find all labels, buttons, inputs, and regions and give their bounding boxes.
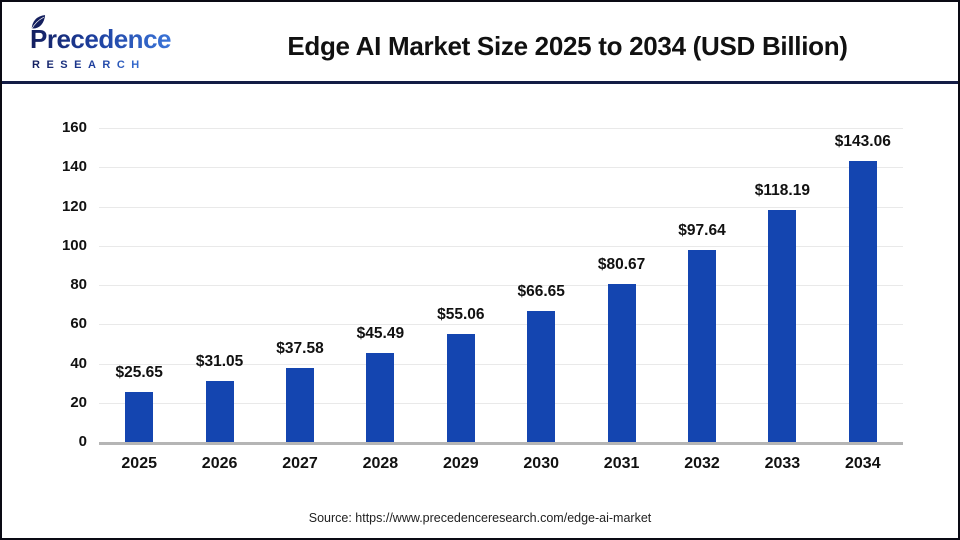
bar bbox=[848, 161, 877, 442]
gridline bbox=[99, 206, 903, 208]
bar bbox=[125, 391, 154, 442]
bar-value-label: $97.64 bbox=[678, 222, 726, 240]
bar bbox=[366, 352, 395, 442]
bar bbox=[205, 381, 234, 442]
bar-value-label: $37.58 bbox=[276, 340, 324, 358]
gridline bbox=[99, 363, 903, 365]
source-note: Source: https://www.precedenceresearch.c… bbox=[308, 511, 652, 525]
y-tick-label: 140 bbox=[61, 158, 87, 176]
y-tick-label: 80 bbox=[70, 276, 87, 293]
y-tick-label: 120 bbox=[61, 197, 87, 215]
logo-brand-text: Precedence bbox=[30, 24, 171, 54]
gridline bbox=[99, 167, 903, 169]
y-tick-label: 60 bbox=[70, 315, 87, 333]
gridline bbox=[99, 128, 903, 129]
leaf-icon bbox=[30, 14, 46, 31]
y-tick-label: 100 bbox=[61, 236, 87, 254]
bar-value-label: $143.06 bbox=[834, 133, 891, 151]
y-tick-label: 160 bbox=[61, 119, 87, 136]
x-tick-label: 2031 bbox=[603, 455, 640, 472]
y-tick-label: 20 bbox=[70, 393, 87, 411]
bar-value-label: $80.67 bbox=[597, 255, 646, 273]
x-tick-label: 2034 bbox=[845, 455, 881, 472]
bar-value-label: $55.06 bbox=[437, 305, 485, 323]
gridline bbox=[99, 324, 903, 326]
x-tick-label: 2028 bbox=[362, 455, 399, 472]
x-tick-label: 2027 bbox=[282, 455, 318, 472]
x-tick-label: 2029 bbox=[443, 455, 479, 472]
x-tick-label: 2030 bbox=[523, 455, 559, 472]
page-title: Edge AI Market Size 2025 to 2034 (USD Bi… bbox=[287, 31, 848, 61]
x-tick-label: 2026 bbox=[201, 455, 238, 472]
logo-subtitle-text: RESEARCH bbox=[32, 59, 146, 71]
bar bbox=[286, 368, 314, 442]
bar-value-label: $118.19 bbox=[754, 182, 810, 200]
gridline bbox=[99, 285, 903, 286]
gridline bbox=[99, 245, 903, 247]
bar-value-label: $31.05 bbox=[195, 353, 244, 371]
bar bbox=[688, 250, 716, 442]
bar-value-label: $66.65 bbox=[517, 283, 565, 301]
x-axis-line bbox=[99, 442, 903, 445]
bar-value-label: $25.65 bbox=[115, 363, 163, 381]
gridline bbox=[99, 402, 903, 404]
chart-area: 0 20 40 60 80 100 120 140 160 $25.65 2025 $31.05 202… bbox=[2, 87, 958, 538]
bar bbox=[527, 311, 556, 442]
bar bbox=[768, 210, 797, 442]
y-tick-label: 40 bbox=[70, 354, 87, 372]
bar bbox=[446, 333, 475, 442]
precedence-research-logo: Precedence RESEARCH bbox=[30, 12, 180, 78]
y-tick-label: 0 bbox=[78, 433, 87, 450]
bar bbox=[607, 283, 636, 442]
x-tick-label: 2025 bbox=[121, 455, 157, 472]
header: Precedence RESEARCH Edge AI Market Size … bbox=[2, 2, 958, 84]
x-tick-label: 2032 bbox=[684, 455, 720, 472]
x-tick-label: 2033 bbox=[764, 455, 801, 472]
bar-value-label: $45.49 bbox=[356, 324, 405, 342]
